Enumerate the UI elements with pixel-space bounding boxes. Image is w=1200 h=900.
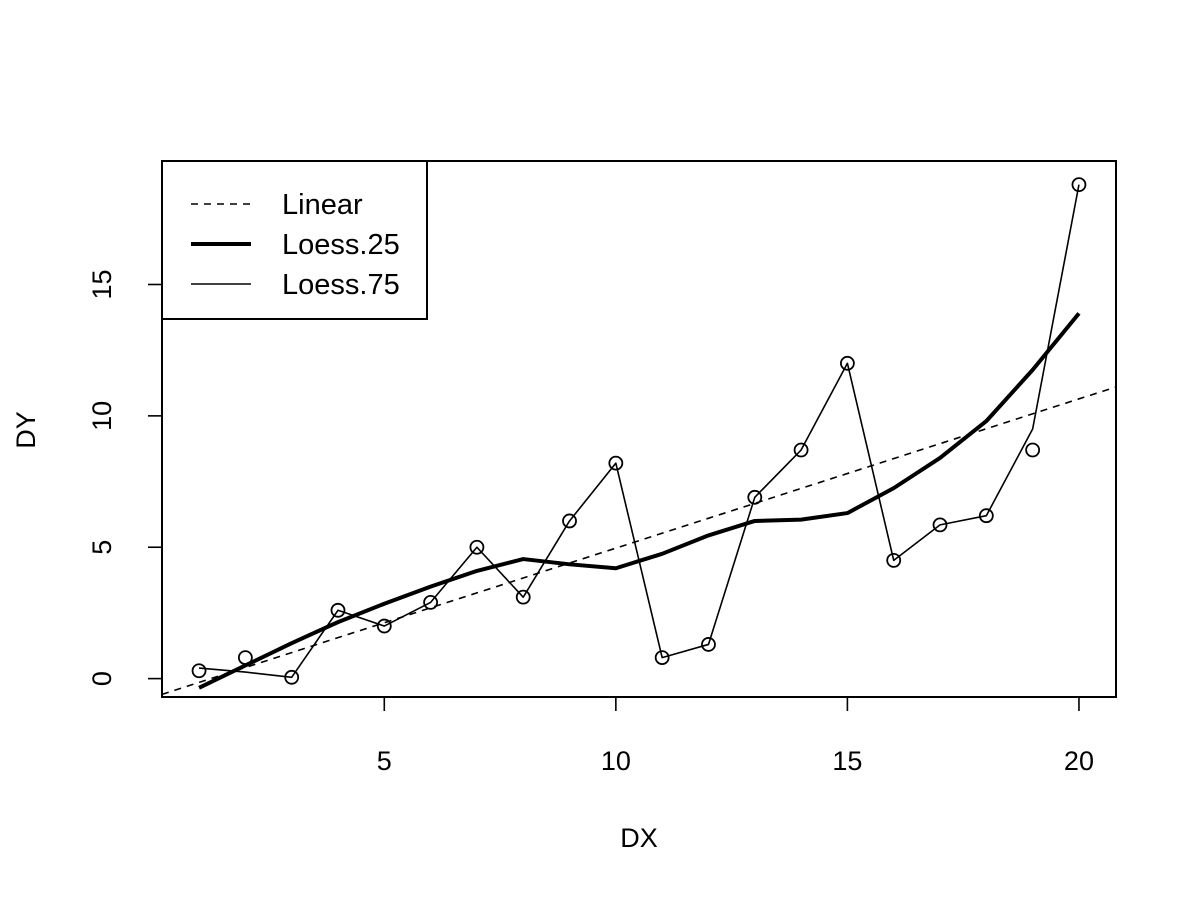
legend-loess75-label: Loess.75 [282,269,400,301]
series-line-linear [162,386,1116,696]
data-point [191,663,207,679]
legend-linear-label: Linear [282,189,363,221]
data-point [330,602,346,618]
data-point [237,650,253,665]
data-point [654,650,670,665]
data-point [608,455,624,471]
data-point [423,595,439,610]
y-tick-label: 5 [87,540,117,555]
y-tick-label: 15 [87,269,117,299]
series-line-loess-75 [198,184,1080,679]
legend: Linear Loess.25 Loess.75 [161,160,428,320]
data-point [747,489,763,505]
legend-loess25-label: Loess.25 [282,229,400,261]
x-tick-label: 5 [377,746,392,776]
data-point [1025,442,1041,458]
x-tick-label: 15 [832,746,862,776]
data-point [1071,177,1087,193]
x-axis-label: DX [620,823,658,853]
data-point [978,508,994,524]
data-point [932,517,948,533]
data-point [376,618,392,634]
series-line-loess-25 [198,312,1081,690]
data-point [840,355,855,371]
data-point [793,442,809,458]
data-layer [162,177,1116,696]
x-axis: 5 10 15 20 [377,696,1094,776]
x-tick-label: 20 [1064,746,1094,776]
data-point [515,589,531,605]
data-point [886,552,902,568]
data-point [469,539,485,555]
x-tick-label: 10 [601,746,631,776]
data-point [701,637,716,652]
y-tick-label: 0 [87,671,117,686]
y-tick-label: 10 [87,401,117,431]
y-axis-label: DY [11,411,41,449]
data-point [284,669,300,685]
legend-box [161,160,428,320]
y-axis: 0 5 10 15 [87,269,163,686]
data-point [562,513,577,529]
